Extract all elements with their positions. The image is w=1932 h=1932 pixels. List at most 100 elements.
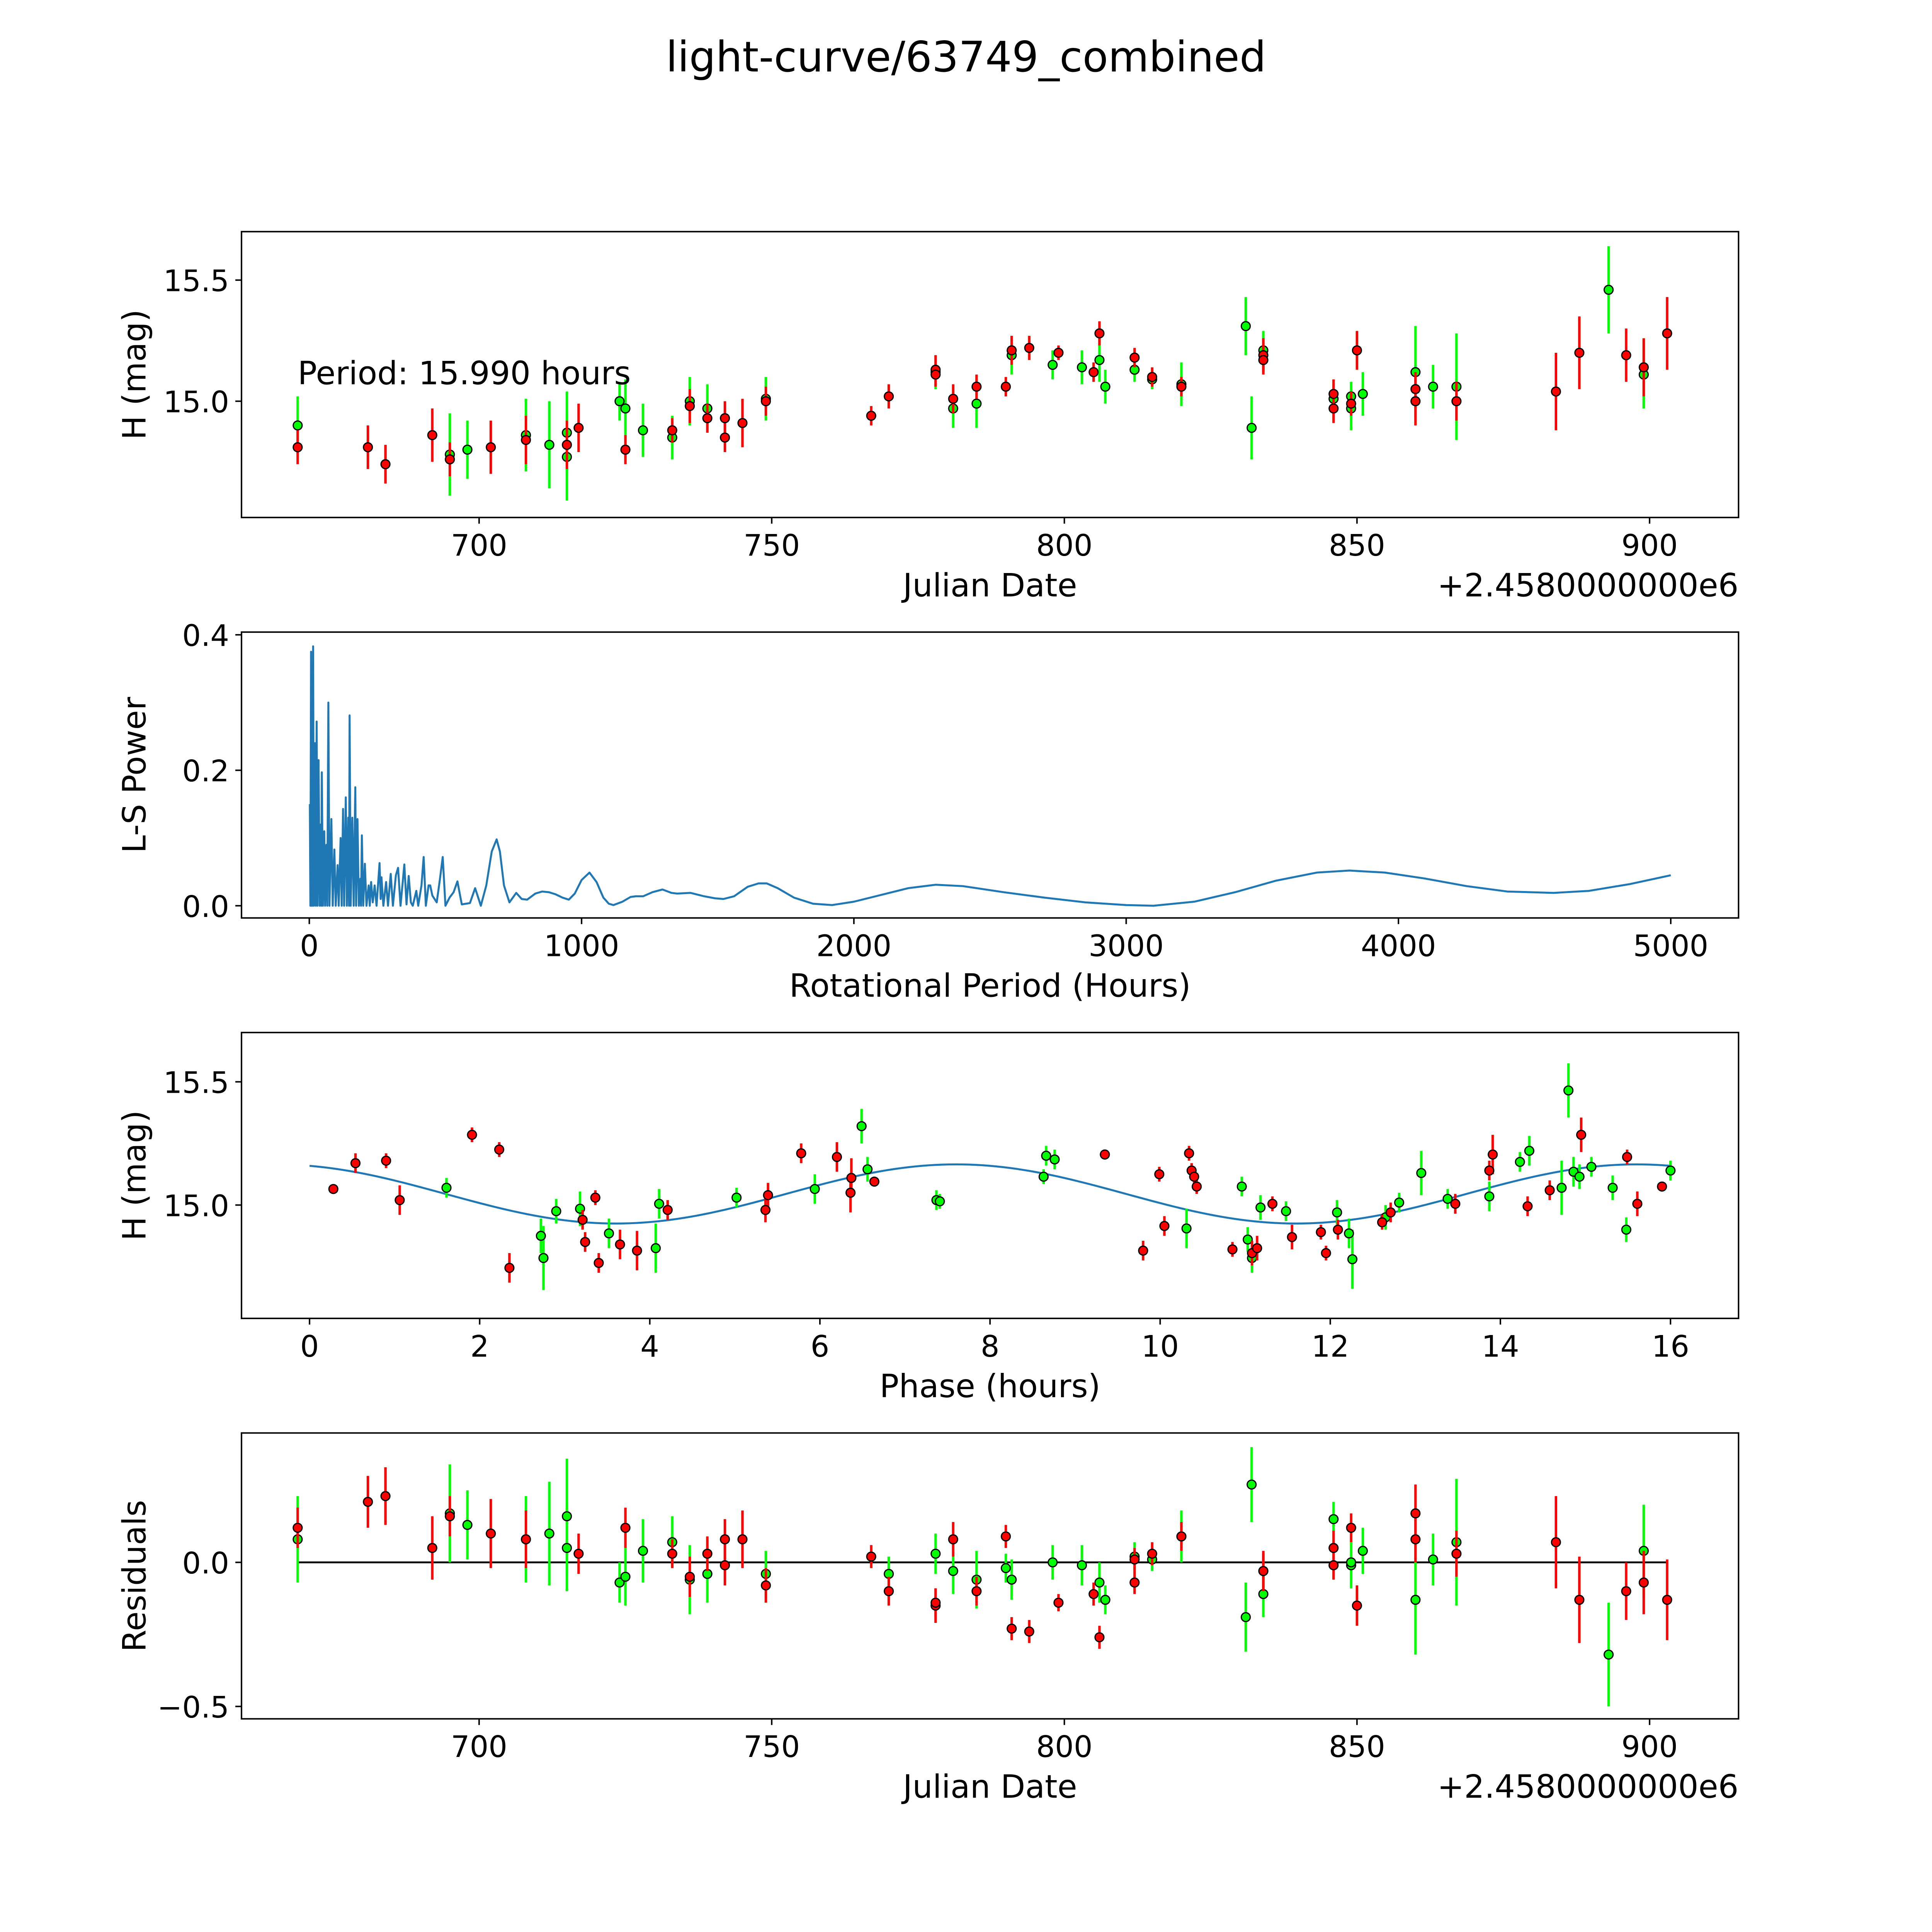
- y-axis-label: H (mag): [116, 1110, 153, 1241]
- data-point: [1428, 1554, 1438, 1565]
- data-point: [1551, 386, 1561, 397]
- data-point: [1189, 1172, 1199, 1182]
- data-point: [614, 396, 625, 406]
- data-point: [350, 1158, 361, 1168]
- data-point: [1346, 1557, 1356, 1568]
- data-point: [615, 1239, 625, 1250]
- y-tick-label: 15.5: [163, 1066, 229, 1100]
- y-axis-label: Residuals: [116, 1500, 153, 1652]
- data-point: [1410, 1534, 1421, 1544]
- y-tick-label: −0.5: [157, 1690, 229, 1725]
- data-point: [1181, 1223, 1192, 1234]
- data-point: [1333, 1225, 1343, 1235]
- data-point: [620, 403, 631, 414]
- data-point: [1258, 1566, 1269, 1576]
- data-point: [1227, 1244, 1238, 1255]
- y-tick-label: 0.4: [182, 619, 229, 653]
- data-point: [1147, 1548, 1157, 1559]
- x-tick-label: 900: [1621, 529, 1678, 563]
- data-point: [1094, 328, 1105, 338]
- data-point: [1053, 347, 1064, 358]
- figure-title: light-curve/63749_combined: [666, 32, 1266, 82]
- x-tick-label: 4: [640, 1330, 659, 1364]
- series-red: [293, 297, 1672, 484]
- data-point: [544, 1528, 554, 1539]
- data-point: [1484, 1165, 1495, 1176]
- data-point: [1088, 367, 1099, 378]
- x-tick-label: 4000: [1361, 929, 1436, 963]
- data-point: [1176, 1531, 1187, 1542]
- data-point: [930, 369, 941, 380]
- data-point: [667, 425, 677, 435]
- data-point: [1240, 321, 1251, 332]
- data-point: [845, 1187, 856, 1198]
- data-point: [1252, 1243, 1262, 1253]
- data-point: [1394, 1197, 1405, 1208]
- x-axis-label: Phase (hours): [879, 1367, 1100, 1405]
- data-point: [638, 1546, 648, 1556]
- data-point: [1522, 1201, 1533, 1211]
- data-point: [1632, 1199, 1643, 1209]
- data-point: [1316, 1227, 1326, 1237]
- data-point: [1267, 1199, 1278, 1209]
- data-point: [562, 440, 572, 450]
- data-point: [1236, 1181, 1247, 1192]
- data-point: [1442, 1194, 1453, 1204]
- data-point: [1574, 1595, 1585, 1605]
- data-point: [1524, 1146, 1534, 1156]
- data-point: [846, 1173, 857, 1183]
- data-point: [577, 1214, 588, 1225]
- data-point: [685, 401, 695, 411]
- data-point: [551, 1206, 561, 1216]
- data-point: [1662, 328, 1672, 338]
- data-point: [427, 430, 437, 440]
- data-point: [731, 1192, 742, 1203]
- data-point: [1328, 403, 1339, 414]
- data-point: [1544, 1185, 1555, 1196]
- data-point: [866, 410, 876, 421]
- data-point: [948, 394, 958, 404]
- data-point: [580, 1237, 590, 1247]
- data-point: [1638, 1577, 1649, 1588]
- data-point: [654, 1199, 664, 1209]
- data-point: [632, 1245, 642, 1256]
- data-point: [1621, 1586, 1631, 1597]
- series-red: [328, 1117, 1667, 1283]
- x-tick-label: 850: [1329, 529, 1385, 563]
- data-point: [1551, 1537, 1561, 1548]
- x-tick-label: 700: [451, 529, 507, 563]
- data-point: [1001, 381, 1011, 392]
- x-tick-label: 750: [743, 529, 800, 563]
- data-point: [494, 1145, 505, 1155]
- data-point: [1607, 1182, 1618, 1193]
- subplot-light-curve: 700 750 800 850 900 15.0 15.5 Julian Date H (mag…: [116, 231, 1740, 604]
- data-point: [521, 435, 531, 445]
- data-point: [1344, 1228, 1354, 1239]
- data-point: [1352, 1600, 1362, 1611]
- x-tick-label: 6: [811, 1330, 830, 1364]
- data-point: [1346, 398, 1356, 409]
- data-point: [1377, 1217, 1388, 1228]
- data-point: [638, 425, 648, 435]
- data-point: [486, 1528, 496, 1539]
- x-tick-label: 8: [981, 1330, 1000, 1364]
- y-tick-label: 15.5: [163, 264, 229, 299]
- subplot-periodogram: 0 1000 2000 3000 4000 5000 0.0 0.2 0.4 Rotational…: [116, 619, 1740, 1005]
- data-point: [562, 1543, 572, 1553]
- data-point: [1563, 1085, 1574, 1096]
- data-point: [1484, 1191, 1495, 1202]
- data-point: [1287, 1232, 1297, 1242]
- x-tick-label: 750: [743, 1730, 800, 1764]
- data-point: [971, 398, 982, 409]
- data-point: [971, 381, 982, 392]
- data-point: [1048, 1557, 1058, 1568]
- data-point: [1347, 1254, 1358, 1265]
- data-point: [1281, 1206, 1291, 1216]
- data-point: [1176, 381, 1187, 392]
- data-point: [1556, 1182, 1567, 1193]
- y-tick-label: 0.2: [182, 754, 229, 789]
- data-point: [1094, 1632, 1105, 1643]
- data-point: [810, 1184, 820, 1194]
- data-point: [866, 1551, 876, 1562]
